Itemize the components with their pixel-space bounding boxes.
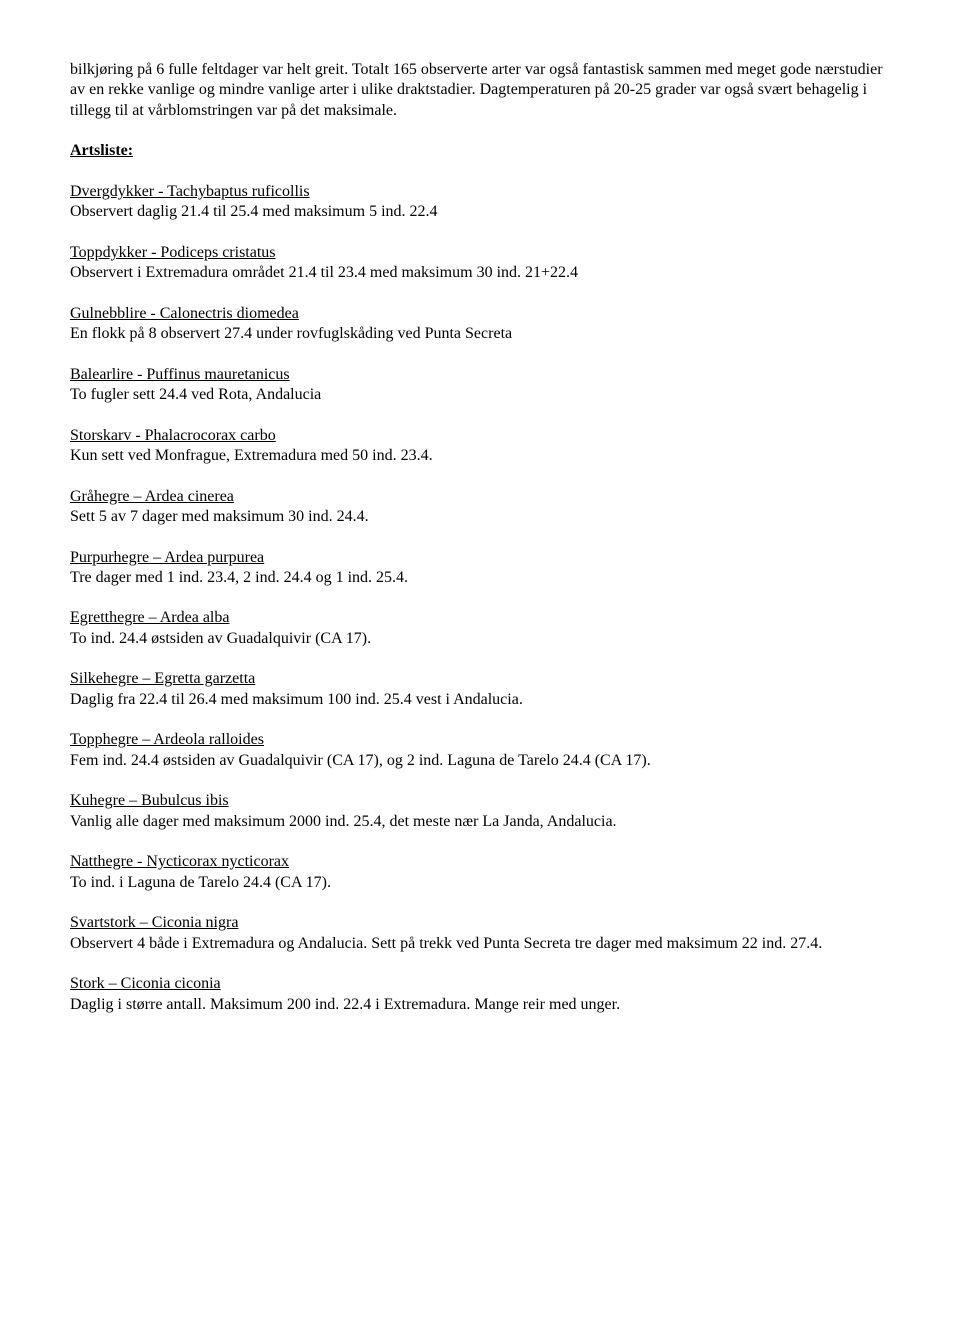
species-observation: Vanlig alle dager med maksimum 2000 ind.… — [70, 812, 890, 832]
species-observation: Daglig fra 22.4 til 26.4 med maksimum 10… — [70, 690, 890, 710]
species-entry: Egretthegre – Ardea albaTo ind. 24.4 øst… — [70, 608, 890, 649]
species-entry: Gråhegre – Ardea cinereaSett 5 av 7 dage… — [70, 487, 890, 528]
species-entry: Stork – Ciconia ciconiaDaglig i større a… — [70, 974, 890, 1015]
species-list: Dvergdykker - Tachybaptus ruficollisObse… — [70, 182, 890, 1015]
species-name: Silkehegre – Egretta garzetta — [70, 669, 890, 689]
species-observation: Observert 4 både i Extremadura og Andalu… — [70, 934, 890, 954]
species-observation: Tre dager med 1 ind. 23.4, 2 ind. 24.4 o… — [70, 568, 890, 588]
species-entry: Svartstork – Ciconia nigraObservert 4 bå… — [70, 913, 890, 954]
species-entry: Natthegre - Nycticorax nycticoraxTo ind.… — [70, 852, 890, 893]
species-entry: Storskarv - Phalacrocorax carboKun sett … — [70, 426, 890, 467]
species-observation: Observert daglig 21.4 til 25.4 med maksi… — [70, 202, 890, 222]
species-entry: Silkehegre – Egretta garzettaDaglig fra … — [70, 669, 890, 710]
species-name: Purpurhegre – Ardea purpurea — [70, 548, 890, 568]
species-name: Natthegre - Nycticorax nycticorax — [70, 852, 890, 872]
species-name: Kuhegre – Bubulcus ibis — [70, 791, 890, 811]
species-name: Toppdykker - Podiceps cristatus — [70, 243, 890, 263]
species-name: Topphegre – Ardeola ralloides — [70, 730, 890, 750]
species-observation: Daglig i større antall. Maksimum 200 ind… — [70, 995, 890, 1015]
species-entry: Dvergdykker - Tachybaptus ruficollisObse… — [70, 182, 890, 223]
species-observation: Kun sett ved Monfrague, Extremadura med … — [70, 446, 890, 466]
species-name: Svartstork – Ciconia nigra — [70, 913, 890, 933]
species-entry: Purpurhegre – Ardea purpureaTre dager me… — [70, 548, 890, 589]
species-observation: En flokk på 8 observert 27.4 under rovfu… — [70, 324, 890, 344]
species-entry: Kuhegre – Bubulcus ibisVanlig alle dager… — [70, 791, 890, 832]
species-name: Balearlire - Puffinus mauretanicus — [70, 365, 890, 385]
species-observation: To fugler sett 24.4 ved Rota, Andalucia — [70, 385, 890, 405]
species-observation: To ind. i Laguna de Tarelo 24.4 (CA 17). — [70, 873, 890, 893]
species-name: Gulnebblire - Calonectris diomedea — [70, 304, 890, 324]
species-name: Dvergdykker - Tachybaptus ruficollis — [70, 182, 890, 202]
species-observation: To ind. 24.4 østsiden av Guadalquivir (C… — [70, 629, 890, 649]
species-name: Gråhegre – Ardea cinerea — [70, 487, 890, 507]
species-observation: Fem ind. 24.4 østsiden av Guadalquivir (… — [70, 751, 890, 771]
species-entry: Gulnebblire - Calonectris diomedeaEn flo… — [70, 304, 890, 345]
species-observation: Observert i Extremadura området 21.4 til… — [70, 263, 890, 283]
species-name: Stork – Ciconia ciconia — [70, 974, 890, 994]
species-entry: Balearlire - Puffinus mauretanicusTo fug… — [70, 365, 890, 406]
species-entry: Topphegre – Ardeola ralloidesFem ind. 24… — [70, 730, 890, 771]
species-name: Egretthegre – Ardea alba — [70, 608, 890, 628]
species-observation: Sett 5 av 7 dager med maksimum 30 ind. 2… — [70, 507, 890, 527]
intro-paragraph: bilkjøring på 6 fulle feltdager var helt… — [70, 60, 890, 121]
artsliste-heading: Artsliste: — [70, 141, 890, 161]
species-entry: Toppdykker - Podiceps cristatusObservert… — [70, 243, 890, 284]
species-name: Storskarv - Phalacrocorax carbo — [70, 426, 890, 446]
